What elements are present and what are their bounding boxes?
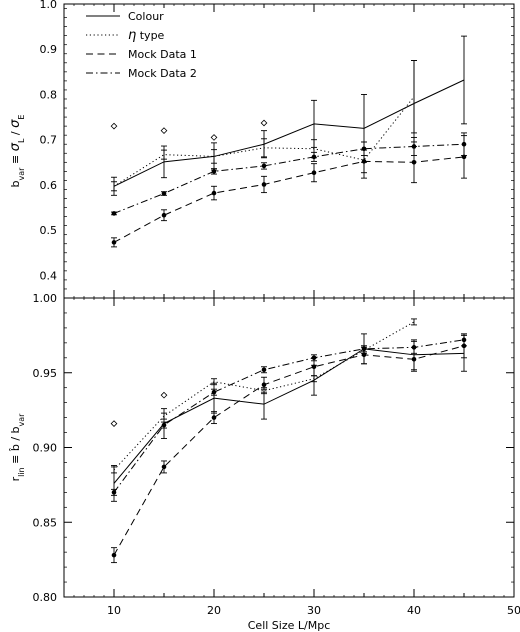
y-tick-label: 0.6 (40, 179, 58, 192)
open-point (110, 420, 118, 427)
x-tick-label: 40 (407, 604, 421, 617)
y-tick-label: 0.7 (40, 134, 58, 147)
data-point (311, 154, 317, 160)
y-tick-label: 1.00 (33, 292, 58, 305)
series-line (113, 156, 465, 243)
y-tick-label: 0.8 (40, 88, 58, 101)
x-tick-label: 30 (307, 604, 321, 617)
data-point (111, 490, 117, 495)
data-point (361, 352, 367, 358)
panel-1: 0.4 0.5 0.6 0.7 0.8 0.9 1.0 bvar ≡ σL / σE Colou… (8, 0, 515, 299)
data-point (211, 389, 217, 395)
data-point (411, 345, 417, 350)
y-axis-label-group: bvar ≡ σL / σE (8, 115, 26, 188)
open-point (110, 122, 118, 130)
panel-2: 0.80 0.85 0.90 0.95 1.00 10 20 30 40 50 Cell Size … (9, 292, 520, 632)
data-point (261, 367, 267, 373)
y-tick-label: 1.0 (40, 0, 58, 11)
data-point (311, 355, 317, 361)
data-point (361, 146, 367, 152)
y-tick-label: 0.9 (40, 43, 58, 56)
series-line (113, 143, 465, 214)
data-point (161, 212, 167, 218)
y-tick-label: 0.90 (33, 442, 58, 455)
y-axis-label-group: rlin ≡ b̂ / bvar (9, 413, 26, 482)
data-point (261, 163, 267, 169)
x-tick-label: 10 (107, 604, 121, 617)
data-point (261, 382, 267, 388)
open-point (160, 127, 168, 135)
data-point (211, 169, 217, 174)
x-axis-label: Cell Size L/Mpc (248, 619, 331, 632)
y-axis-label: rlin ≡ b̂ / bvar (9, 413, 26, 482)
data-point (161, 191, 167, 196)
data-point (311, 364, 317, 370)
data-point (211, 190, 217, 196)
x-tick-label: 20 (207, 604, 221, 617)
data-point (261, 182, 267, 187)
y-tick-label: 0.80 (33, 591, 58, 604)
y-axis-label: bvar ≡ σL / σE (8, 115, 26, 188)
data-point (461, 141, 467, 147)
legend-label: Colour (128, 10, 164, 23)
data-point (111, 240, 117, 245)
data-point (211, 415, 217, 420)
data-point (161, 464, 167, 470)
data-point (411, 356, 417, 362)
series-line (113, 79, 465, 187)
data-point (361, 159, 367, 164)
open-point (160, 391, 168, 399)
legend-label: η type (128, 28, 165, 43)
data-point (461, 337, 467, 343)
data-point (111, 552, 117, 558)
data-point (411, 160, 417, 165)
data-point (311, 170, 317, 176)
series-line (113, 345, 465, 556)
y-tick-label: 0.95 (33, 367, 58, 380)
y-tick-label: 0.85 (33, 516, 58, 529)
x-tick-label: 50 (507, 604, 520, 617)
data-point (411, 144, 417, 149)
legend-label: Mock Data 1 (128, 48, 197, 61)
y-tick-label: 0.5 (40, 224, 58, 237)
series-line (113, 339, 465, 493)
data-point (111, 211, 117, 216)
data-point (161, 422, 167, 428)
data-point (361, 346, 367, 352)
open-point (210, 134, 218, 141)
open-point (260, 119, 268, 127)
y-tick-label: 0.4 (40, 269, 58, 282)
series-line (113, 348, 465, 484)
legend-label: Mock Data 2 (128, 67, 197, 80)
